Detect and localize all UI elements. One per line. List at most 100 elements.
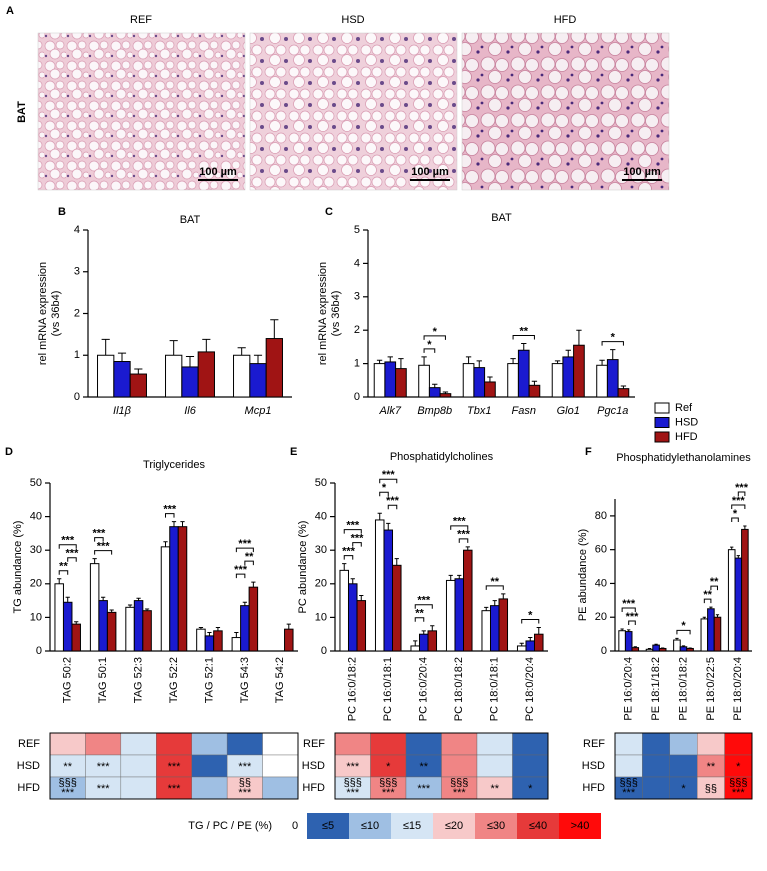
error-bar [171,521,177,527]
bar [463,549,473,652]
heatmap-annotation: §§§ [344,777,362,789]
heatmap-annotation: ** [63,761,72,773]
significance-label: ** [710,576,719,588]
color-scale-label: ≤20 [445,820,463,832]
significance-bracket [423,335,446,340]
bar [707,608,715,652]
error-bar [65,596,70,603]
heatmap-annotation: *** [97,783,111,795]
x-tick-label: PE 18:0/18:2 [677,657,689,721]
y-tick-label: 3 [354,291,360,303]
heatmap-annotation: * [681,783,686,795]
legend-label: HFD [675,431,698,443]
heatmap-row-label: HSD [302,760,325,772]
heatmap-row-label: REF [18,738,40,750]
error-bar [376,359,383,364]
x-tick-label: Il6 [184,405,197,417]
bar [734,557,743,652]
heatmap-annotation: *** [622,787,636,799]
error-bar [421,356,427,366]
error-bar [127,604,133,608]
significance-bracket [423,348,436,353]
heatmap-annotation: *** [346,787,360,799]
bar [517,349,530,398]
significance-label: *** [234,564,248,576]
significance-label: *** [735,482,749,494]
heatmap-annotation: *** [732,787,746,799]
error-bar [350,578,355,584]
panel-letter: C [325,206,333,218]
error-bar [57,578,62,584]
x-tick-label: Glo1 [557,405,580,417]
bar [427,630,438,652]
legend-label: Ref [675,402,693,414]
heatmap-border [334,732,549,800]
x-tick-label: TAG 52:3 [132,657,144,703]
error-bar [234,632,239,638]
error-bar [207,632,212,636]
legend-label: HSD [675,416,698,428]
x-tick-label: PE 18:0/22:5 [705,657,717,721]
significance-label: * [427,339,432,351]
heatmap-border [49,732,299,800]
bar [356,600,367,652]
error-bar [633,646,637,648]
x-tick-label: Alk7 [379,405,402,417]
x-tick-label: PE 18:0/20:4 [732,657,744,721]
heatmap-annotation: §§§ [729,777,747,789]
error-bar [702,616,706,619]
y-axis-label: rel mRNA expression [317,262,329,365]
bar [631,647,640,652]
error-bar [531,380,538,386]
chart-title: BAT [491,212,512,224]
error-bar [442,391,449,394]
legend-swatch [654,417,670,428]
significance-bracket [521,618,540,624]
significance-bracket [737,491,746,497]
heatmap-cell [614,754,643,778]
significance-bracket [94,550,113,555]
bar [284,628,294,652]
color-scale-label: ≤40 [529,820,547,832]
heatmap-border [614,732,753,800]
bar [596,364,608,398]
heatmap-cell [120,754,157,778]
scale-bar-label: 100 µm [411,166,449,178]
y-axis-label: TG abundance (%) [12,521,24,614]
error-bar [215,626,221,631]
error-bar [457,574,462,579]
significance-bracket [379,478,398,484]
x-tick-label: Fasn [512,405,536,417]
heatmap-cell [120,732,157,756]
bar [392,564,402,652]
error-bar [681,645,686,647]
heatmap-row-label: REF [303,738,325,750]
significance-label: *** [622,598,636,610]
heatmap-row-label: HFD [582,782,605,794]
error-bar [237,347,246,356]
x-tick-label: TAG 54:3 [239,657,251,703]
y-tick-label: 0 [601,645,607,657]
chart-title: Triglycerides [143,459,205,471]
heatmap-annotation: *** [417,783,431,795]
significance-bracket [676,629,691,635]
x-tick-label: Mcp1 [245,405,272,417]
significance-bracket [628,620,636,626]
y-tick-label: 30 [315,544,327,556]
bar [686,647,694,652]
bar [197,351,215,398]
significance-bracket [235,547,254,553]
color-scale-swatch [283,813,307,839]
bar [498,598,509,652]
bar [618,630,626,652]
error-bar [134,368,143,375]
heatmap-annotation: ** [707,761,716,773]
y-tick-label: 5 [354,224,360,236]
significance-bracket [67,557,77,562]
error-bar [169,340,178,356]
heatmap-annotation: *** [168,783,182,795]
bar [395,368,407,398]
significance-bracket [58,544,77,549]
image-title: HSD [341,14,364,26]
bar [98,600,108,652]
